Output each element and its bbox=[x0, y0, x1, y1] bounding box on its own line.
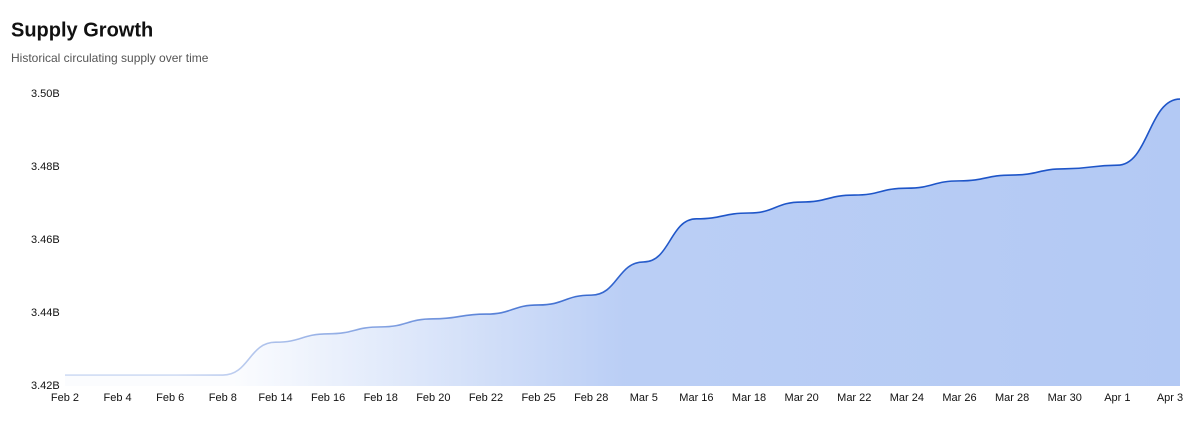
y-tick-label: 3.46B bbox=[31, 234, 60, 246]
x-tick-label: Mar 16 bbox=[679, 392, 713, 404]
y-tick-label: 3.42B bbox=[31, 380, 60, 392]
x-tick-label: Mar 20 bbox=[785, 392, 819, 404]
x-tick-label: Mar 22 bbox=[837, 392, 871, 404]
x-tick-label: Feb 4 bbox=[104, 392, 132, 404]
x-tick-label: Apr 3 bbox=[1157, 392, 1183, 404]
x-tick-label: Mar 30 bbox=[1048, 392, 1082, 404]
x-tick-label: Feb 14 bbox=[258, 392, 292, 404]
x-tick-label: Feb 8 bbox=[209, 392, 237, 404]
x-tick-label: Mar 24 bbox=[890, 392, 924, 404]
x-tick-label: Feb 6 bbox=[156, 392, 184, 404]
x-tick-label: Feb 20 bbox=[416, 392, 450, 404]
x-tick-label: Feb 18 bbox=[364, 392, 398, 404]
area-fill bbox=[65, 99, 1180, 387]
chart-subtitle: Historical circulating supply over time bbox=[11, 51, 209, 65]
x-tick-label: Mar 18 bbox=[732, 392, 766, 404]
x-tick-label: Feb 25 bbox=[521, 392, 555, 404]
x-tick-label: Mar 5 bbox=[630, 392, 658, 404]
area-line bbox=[65, 98, 1181, 376]
x-tick-label: Mar 26 bbox=[942, 392, 976, 404]
x-tick-label: Feb 28 bbox=[574, 392, 608, 404]
y-tick-label: 3.44B bbox=[31, 307, 60, 319]
x-tick-label: Feb 2 bbox=[51, 392, 79, 404]
x-tick-label: Feb 16 bbox=[311, 392, 345, 404]
x-tick-label: Apr 1 bbox=[1104, 392, 1130, 404]
chart-title: Supply Growth bbox=[11, 19, 153, 41]
y-tick-label: 3.50B bbox=[31, 88, 60, 100]
x-tick-label: Feb 22 bbox=[469, 392, 503, 404]
x-tick-label: Mar 28 bbox=[995, 392, 1029, 404]
y-tick-label: 3.48B bbox=[31, 161, 60, 173]
